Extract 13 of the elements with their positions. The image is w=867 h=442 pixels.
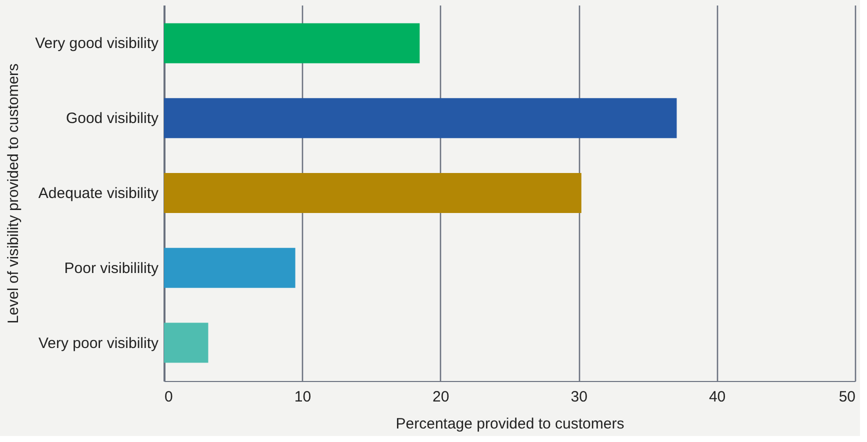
x-axis-title: Percentage provided to customers	[396, 416, 624, 432]
x-tick-label: 10	[294, 388, 312, 406]
y-tick-label: Very good visibility	[35, 35, 159, 52]
y-tick-label: Poor visibilility	[64, 260, 159, 277]
y-tick-label: Adequate visibility	[38, 185, 159, 202]
y-axis-title: Level of visibility provided to customers	[5, 63, 22, 324]
x-tick-label: 30	[570, 388, 588, 406]
x-tick-label: 50	[838, 388, 856, 406]
y-tick-label: Good visibility	[66, 110, 159, 128]
x-tick-label: 0	[164, 388, 173, 406]
x-tick-label: 40	[708, 388, 726, 406]
y-tick-label: Very poor visibility	[38, 334, 159, 352]
x-tick-label: 20	[432, 388, 450, 406]
